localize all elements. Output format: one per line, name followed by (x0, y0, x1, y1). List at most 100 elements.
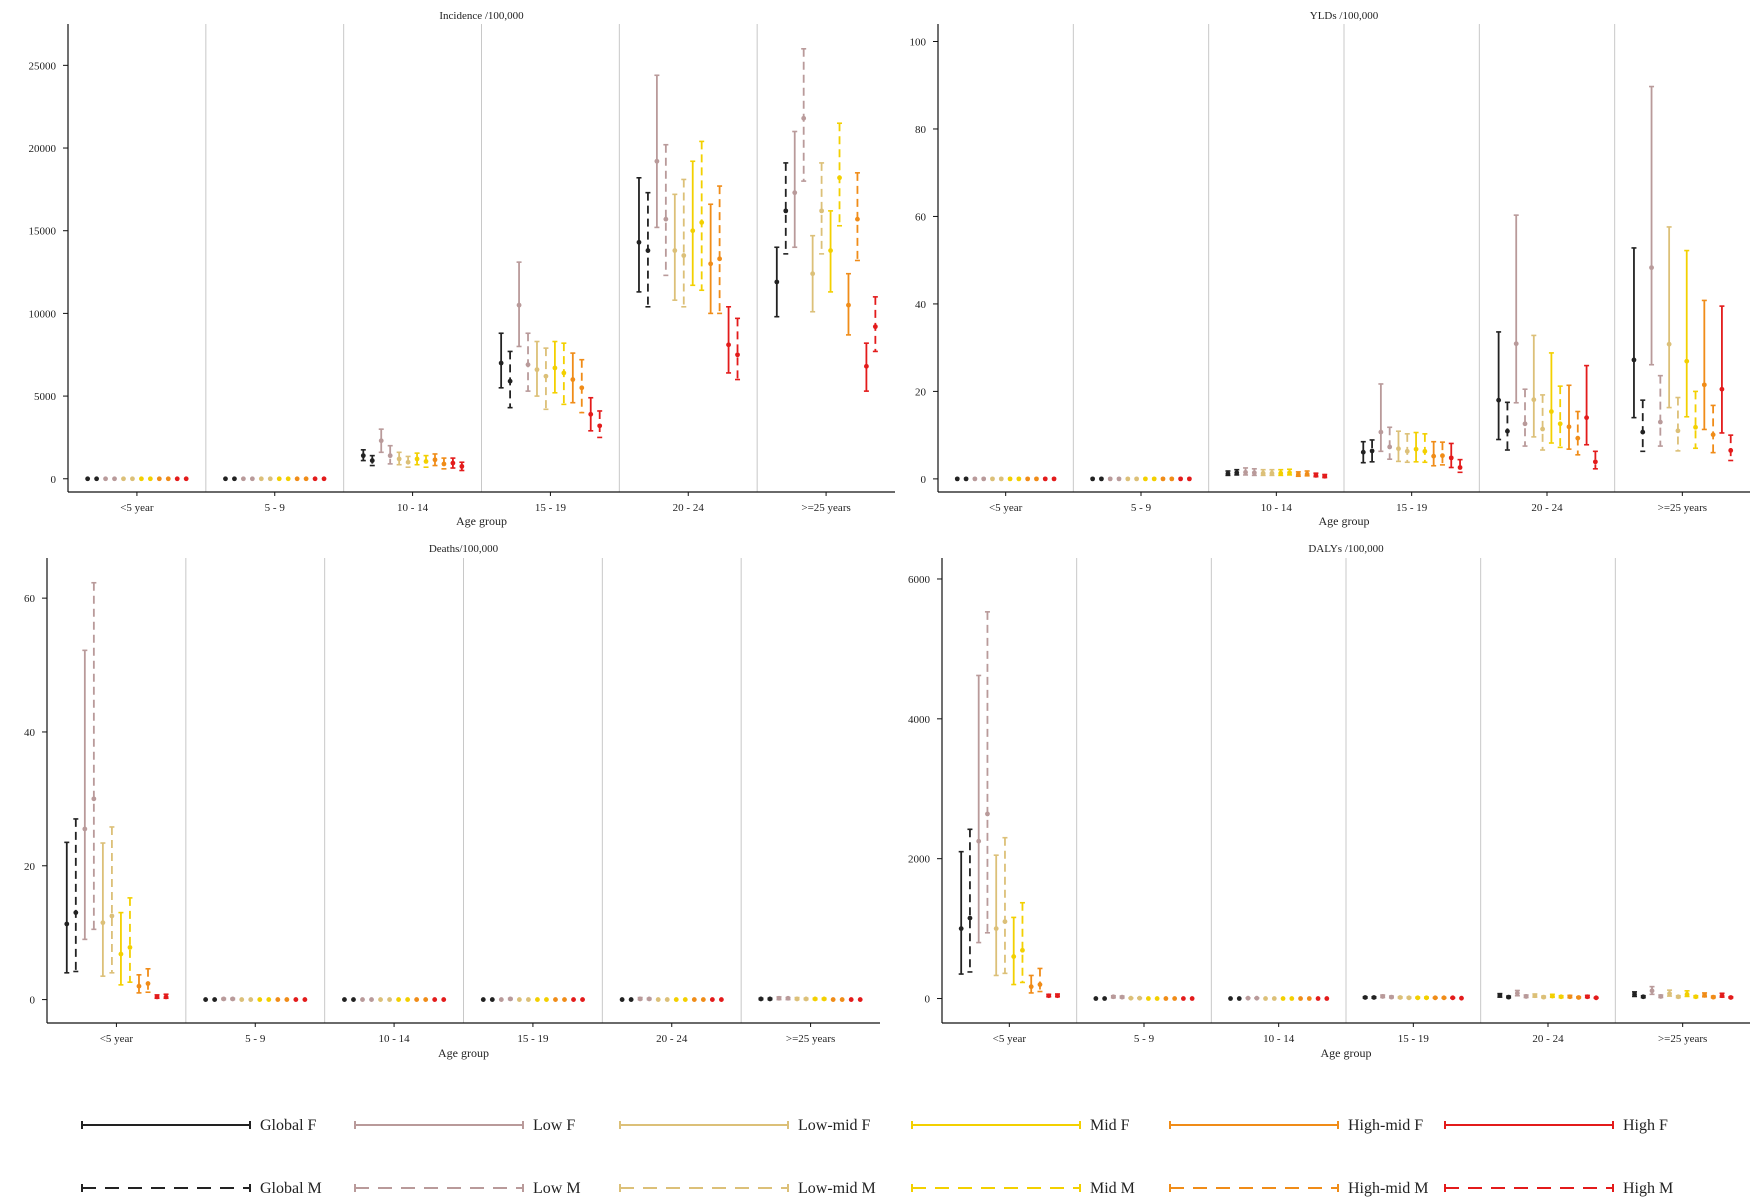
error-bar (378, 997, 383, 1002)
data-point (1531, 397, 1537, 403)
error-bar (958, 850, 964, 975)
error-bar (1450, 995, 1456, 1001)
y-tick-label: 15000 (29, 226, 57, 238)
data-point (561, 370, 567, 376)
x-tick-label: >=25 years (1658, 1033, 1707, 1045)
data-point (783, 208, 789, 214)
series-global-f (958, 850, 1638, 1001)
data-point (1046, 993, 1052, 999)
data-point (1497, 992, 1503, 998)
error-bar (240, 476, 246, 482)
error-bar (1432, 995, 1438, 1001)
error-bar (1558, 994, 1564, 1000)
data-point (636, 239, 642, 245)
data-point (1496, 397, 1502, 403)
series-high-mid-f (136, 974, 836, 1002)
data-point (981, 476, 987, 482)
error-bar (1011, 916, 1017, 986)
series-low-f (976, 674, 1655, 1001)
error-bar (145, 968, 151, 994)
error-bar (396, 997, 401, 1002)
dalys-title: DALYs /100,000 (1308, 543, 1384, 555)
error-bar (562, 997, 567, 1002)
error-bar (1532, 993, 1538, 999)
data-point (405, 459, 411, 465)
data-point (1422, 448, 1428, 454)
error-bar (248, 997, 254, 1002)
error-bar (1178, 476, 1183, 482)
chart-ylds: YLDs /100,000 0 20 40 60 80 100 <5 year 5 - 9 10 … (910, 10, 1750, 528)
data-point (1125, 476, 1131, 482)
data-point (1011, 954, 1017, 959)
error-bar (984, 611, 990, 934)
error-bar (369, 997, 374, 1002)
error-bar (830, 997, 836, 1002)
x-tick-label: 15 - 19 (1396, 502, 1428, 514)
y-tick-label: 40 (24, 727, 36, 739)
data-point (1450, 995, 1456, 1001)
data-point (285, 476, 291, 482)
error-bar (351, 997, 356, 1002)
error-bar (1549, 993, 1555, 999)
error-bar (1413, 431, 1419, 463)
error-bar (709, 997, 715, 1002)
data-point (1289, 996, 1295, 1001)
data-point (351, 997, 356, 1002)
error-bar (369, 454, 375, 467)
error-bar (163, 993, 169, 1000)
data-point (1675, 428, 1681, 434)
data-point (654, 158, 660, 164)
series-mid-f (1011, 916, 1690, 1001)
data-point (1640, 429, 1646, 435)
error-bar (1025, 476, 1031, 482)
legend-label: High-mid M (1348, 1180, 1428, 1197)
error-bar (1719, 992, 1725, 999)
error-bar (498, 997, 504, 1002)
error-bar (1675, 396, 1681, 452)
data-point (1160, 476, 1166, 482)
data-point (1719, 993, 1725, 999)
error-bar (1051, 476, 1057, 482)
legend-label: Low-mid M (798, 1180, 876, 1197)
error-bar (1324, 996, 1330, 1001)
incidence-title: Incidence /100,000 (439, 10, 524, 22)
data-point (1116, 476, 1122, 482)
data-point (480, 997, 486, 1002)
error-bar (109, 826, 115, 974)
y-tick-label: 25000 (29, 60, 57, 72)
data-point (1396, 446, 1401, 452)
error-bar (1388, 994, 1394, 1000)
data-point (154, 994, 160, 1000)
data-point (1593, 995, 1599, 1001)
data-point (432, 997, 438, 1002)
error-bar (1362, 995, 1368, 1000)
data-point (682, 997, 688, 1002)
error-bar (981, 476, 987, 482)
x-tick-label: 20 - 24 (656, 1033, 688, 1045)
error-bar (1667, 989, 1673, 997)
y-tick-label: 2000 (908, 854, 931, 866)
error-bar (174, 476, 180, 482)
data-point (579, 385, 585, 391)
data-point (1269, 470, 1275, 476)
error-bar (1225, 470, 1231, 477)
error-bar (136, 974, 142, 994)
error-bar (637, 996, 643, 1002)
data-point (1245, 995, 1251, 1001)
data-point (857, 997, 863, 1002)
error-bar (1406, 995, 1412, 1001)
data-point (1236, 996, 1242, 1001)
error-bar (691, 997, 697, 1002)
y-tick-label: 80 (915, 124, 927, 136)
error-bar (1710, 404, 1716, 454)
error-bar (708, 203, 714, 315)
error-bar (1504, 401, 1510, 451)
data-point (165, 476, 171, 482)
data-point (664, 997, 670, 1002)
data-point (837, 175, 842, 181)
error-bar (597, 410, 603, 439)
error-bar (1593, 995, 1599, 1001)
data-point (112, 476, 117, 482)
error-bar (1128, 995, 1134, 1001)
error-bar (127, 897, 133, 983)
